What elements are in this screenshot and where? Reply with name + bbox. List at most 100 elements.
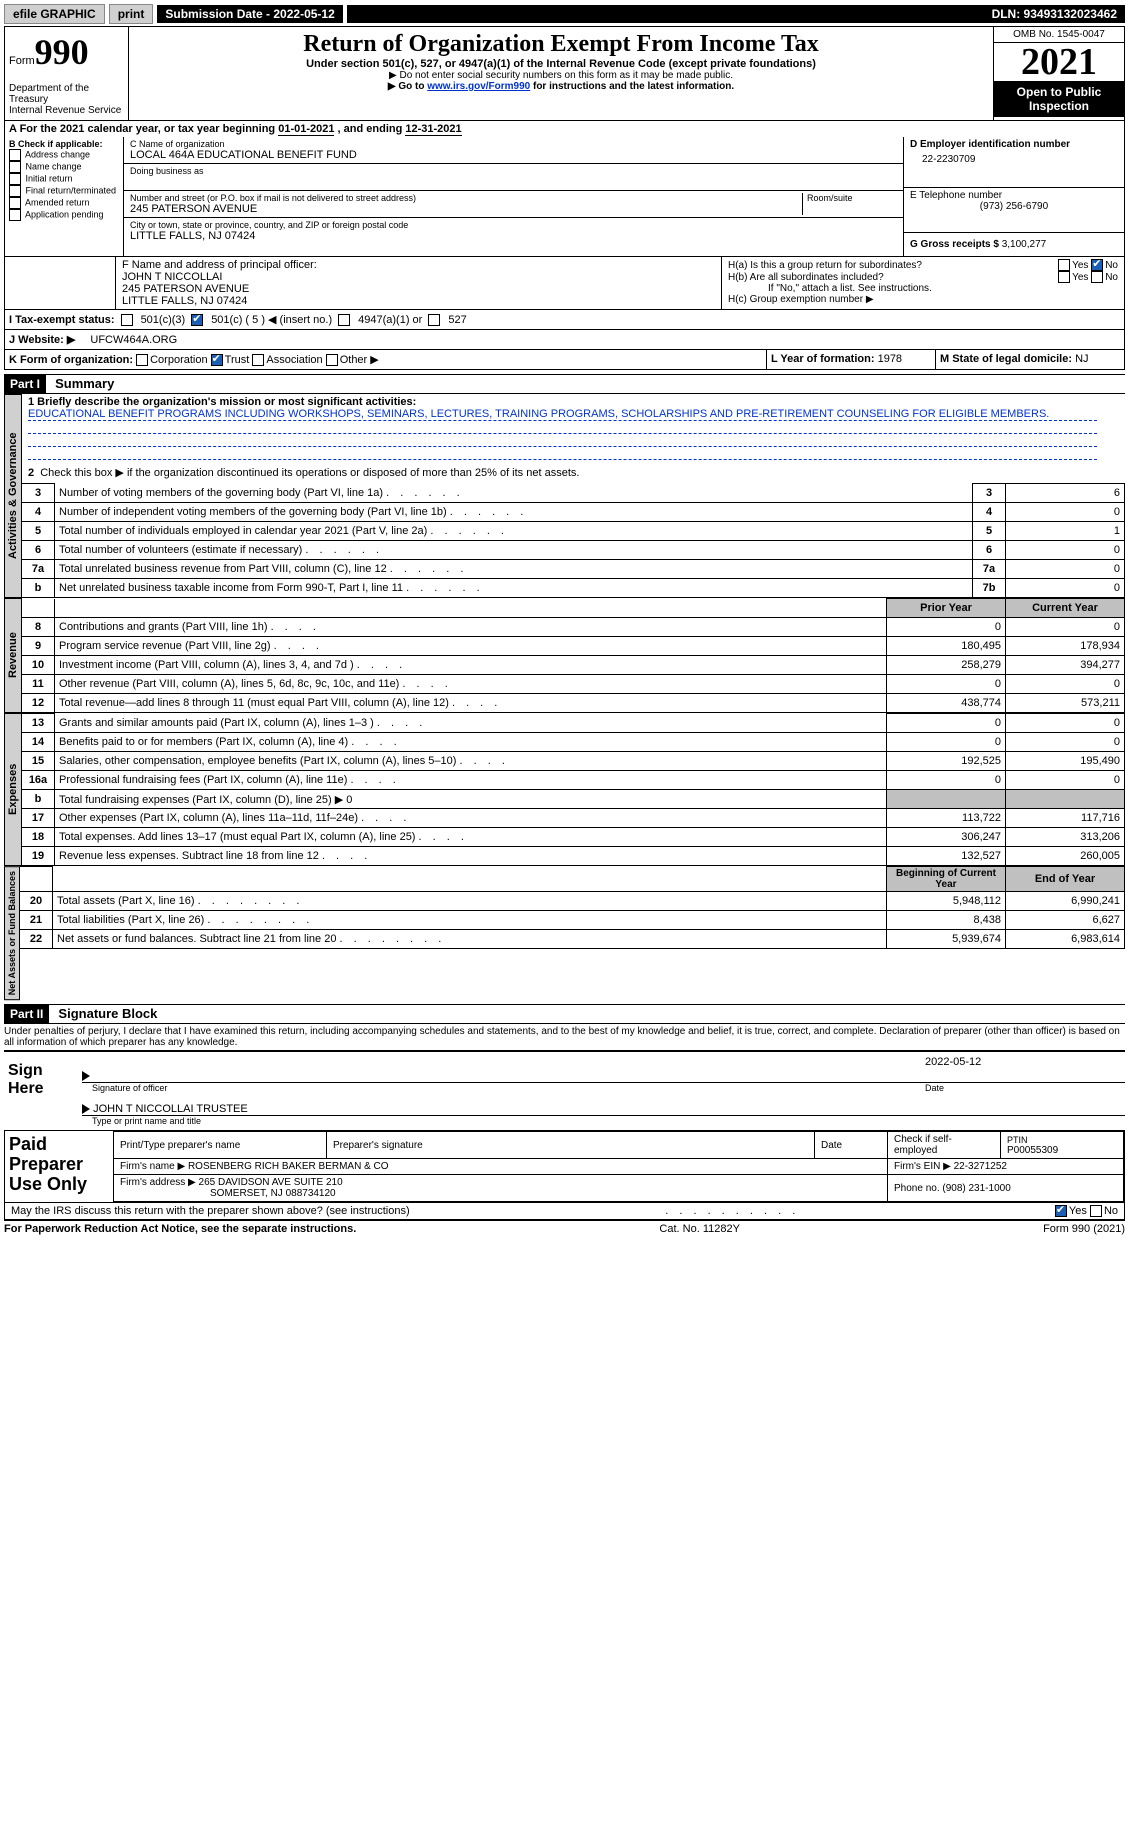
table-row: 15Salaries, other compensation, employee… [22,752,1125,771]
f-addr2: LITTLE FALLS, NJ 07424 [122,295,715,307]
k-assoc-checkbox[interactable] [252,354,264,366]
irs-label: Internal Revenue Service [9,105,124,116]
hdr-current-year: Current Year [1006,599,1125,618]
line-a-pre: A For the 2021 calendar year, or tax yea… [9,123,278,135]
instr-2-pre: ▶ Go to [388,81,427,92]
print-button[interactable]: print [109,4,154,24]
org-city: LITTLE FALLS, NJ 07424 [130,230,897,242]
sig-date-label: Date [925,1083,1125,1093]
page-footer: For Paperwork Reduction Act Notice, see … [4,1220,1125,1235]
efile-button[interactable]: efile GRAPHIC [4,4,105,24]
gross-label: G Gross receipts $ [910,239,999,250]
instr-2-post: for instructions and the latest informat… [530,81,734,92]
colb-checkbox[interactable] [9,209,21,221]
city-label: City or town, state or province, country… [130,220,897,230]
colb-checkbox[interactable] [9,185,21,197]
footer-mid: Cat. No. 11282Y [659,1223,740,1235]
discuss-row: May the IRS discuss this return with the… [4,1203,1125,1220]
ha-no: No [1105,260,1118,271]
discuss-q: May the IRS discuss this return with the… [11,1205,410,1217]
k-trust-checkbox[interactable] [211,354,223,366]
table-row: 7aTotal unrelated business revenue from … [22,560,1125,579]
row-f-h: F Name and address of principal officer:… [4,257,1125,310]
prep-name-label: Print/Type preparer's name [114,1132,327,1159]
hb-label: H(b) Are all subordinates included? [728,272,1058,283]
i-501c3-checkbox[interactable] [121,314,133,326]
irs-link[interactable]: www.irs.gov/Form990 [427,81,530,92]
i-501c-checkbox[interactable] [191,314,203,326]
table-row: 8Contributions and grants (Part VIII, li… [22,618,1125,637]
colb-checkbox[interactable] [9,197,21,209]
i-527-checkbox[interactable] [428,314,440,326]
table-row: 11Other revenue (Part VIII, column (A), … [22,675,1125,694]
i-o2: 501(c) ( 5 ) ◀ (insert no.) [211,313,332,326]
colb-option: Initial return [9,173,119,185]
name-label: C Name of organization [130,139,897,149]
i-o3: 4947(a)(1) or [358,314,422,326]
part-1-header: Part I Summary [4,374,1125,394]
table-row: bNet unrelated business taxable income f… [22,579,1125,598]
inspect-1: Open to Public [1017,85,1102,99]
i-o1: 501(c)(3) [141,314,186,326]
hc-label: H(c) Group exemption number ▶ [728,294,1118,305]
row-i: I Tax-exempt status: 501(c)(3) 501(c) ( … [4,310,1125,330]
table-row: 13Grants and similar amounts paid (Part … [22,714,1125,733]
tel-value: (973) 256-6790 [910,201,1118,212]
line-a-begin: 01-01-2021 [278,123,334,136]
hdr-eoy: End of Year [1006,867,1125,892]
firm-addr-label: Firm's address ▶ [120,1177,196,1188]
l-value: 1978 [878,353,902,365]
ein-value: 22-2230709 [910,150,1118,165]
l-label: L Year of formation: [771,353,875,365]
f-addr1: 245 PATERSON AVENUE [122,283,715,295]
k-o1: Corporation [150,354,207,366]
discuss-yes: Yes [1069,1205,1087,1217]
table-row: 9Program service revenue (Part VIII, lin… [22,637,1125,656]
firm-ein: Firm's EIN ▶ 22-3271252 [888,1159,1124,1175]
ptin-value: P00055309 [1007,1145,1117,1156]
firm-phone: Phone no. (908) 231-1000 [888,1175,1124,1202]
l1-label: 1 Briefly describe the organization's mi… [28,396,1119,408]
tab-net-assets: Net Assets or Fund Balances [4,866,20,1000]
line-a-end: 12-31-2021 [405,123,461,136]
hb-yes-checkbox[interactable] [1058,271,1070,283]
k-other-checkbox[interactable] [326,354,338,366]
row-j: J Website: ▶ UFCW464A.ORG [4,330,1125,350]
colb-checkbox[interactable] [9,173,21,185]
table-row: 5Total number of individuals employed in… [22,522,1125,541]
ha-no-checkbox[interactable] [1091,259,1103,271]
sign-here-block: Sign Here 2022-05-12 Signature of office… [4,1050,1125,1130]
self-emp-label: Check if self-employed [894,1134,952,1156]
form-header: Form990 Department of the Treasury Inter… [4,26,1125,121]
sig-name: JOHN T NICCOLLAI TRUSTEE [93,1103,248,1115]
k-o2: Trust [225,354,250,366]
k-o4: Other ▶ [340,354,379,366]
sig-officer-label: Signature of officer [92,1083,925,1093]
footer-left: For Paperwork Reduction Act Notice, see … [4,1223,356,1235]
f-label: F Name and address of principal officer: [122,259,715,271]
arrow-icon-2 [82,1104,90,1114]
part-2-header: Part II Signature Block [4,1004,1125,1024]
colb-checkbox[interactable] [9,149,21,161]
discuss-yes-checkbox[interactable] [1055,1205,1067,1217]
ein-label: D Employer identification number [910,139,1118,150]
table-row: 18Total expenses. Add lines 13–17 (must … [22,828,1125,847]
hb-no-checkbox[interactable] [1091,271,1103,283]
dln-label: DLN: 93493132023462 [347,5,1125,23]
discuss-no-checkbox[interactable] [1090,1205,1102,1217]
k-corp-checkbox[interactable] [136,354,148,366]
table-row: 12Total revenue—add lines 8 through 11 (… [22,694,1125,713]
table-row: 22Net assets or fund balances. Subtract … [20,930,1125,949]
colb-checkbox[interactable] [9,161,21,173]
i-4947-checkbox[interactable] [338,314,350,326]
form-subtitle: Under section 501(c), 527, or 4947(a)(1)… [137,58,985,70]
tax-year: 2021 [994,43,1124,81]
ha-yes-checkbox[interactable] [1058,259,1070,271]
prep-date-label: Date [815,1132,888,1159]
hdr-prior-year: Prior Year [887,599,1006,618]
instr-1: ▶ Do not enter social security numbers o… [137,70,985,81]
colb-option: Address change [9,149,119,161]
form-number: 990 [35,32,89,72]
paid-title: Paid Preparer Use Only [5,1131,113,1202]
part-1-title: Summary [49,376,114,391]
